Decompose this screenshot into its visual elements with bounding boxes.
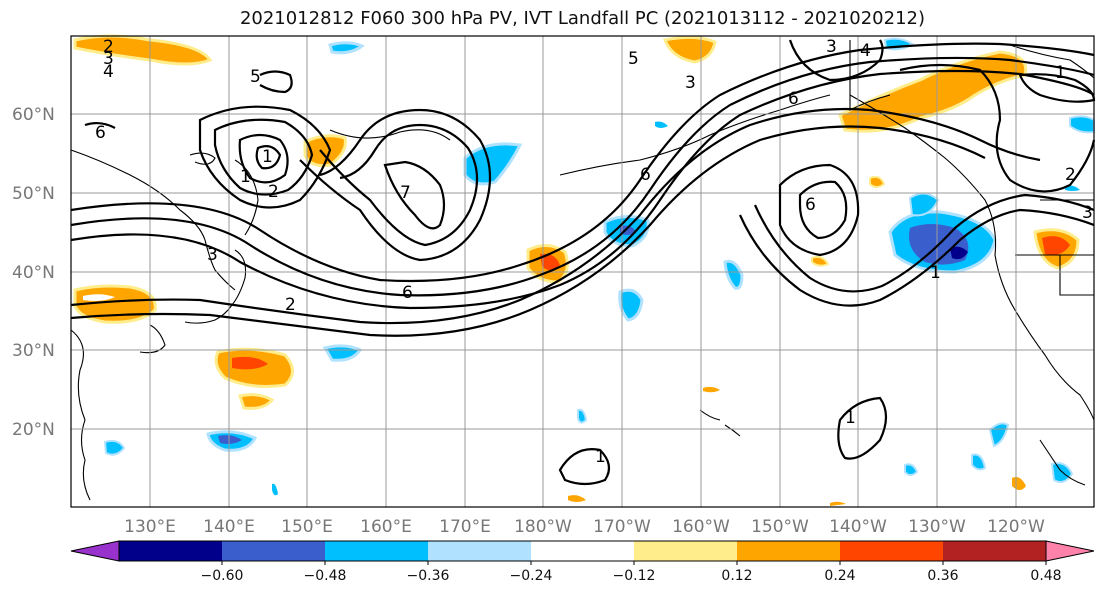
contour-labels: 2 3 4 5 6 1 2 1 7 6 2 3 6 3 5 6 1 3 4 1 … (95, 37, 1093, 467)
contour-label: 1 (262, 147, 273, 167)
contour-label: 1 (1055, 63, 1066, 83)
contour-label: 3 (103, 49, 114, 69)
contour-label: 5 (628, 49, 639, 69)
contour-label: 4 (860, 41, 871, 61)
lat-label: 50°N (12, 184, 55, 204)
colorbar-segment (737, 541, 840, 561)
contour-label: 6 (402, 283, 413, 303)
colorbar-tick-label: 0.48 (1030, 568, 1061, 584)
contour-label: 6 (788, 89, 799, 109)
colorbar-segment (222, 541, 325, 561)
lon-label: 140°W (829, 517, 887, 537)
colorbar-outline (118, 540, 1047, 562)
colorbar-tick-label: −0.12 (613, 568, 656, 584)
colorbar-segment (531, 541, 634, 561)
colorbar-tick-label: 0.12 (721, 568, 752, 584)
lat-label: 60°N (12, 105, 55, 125)
pv-contours (70, 39, 1096, 486)
lon-label: 120°W (987, 517, 1045, 537)
lon-label: 140°E (203, 517, 255, 537)
lon-label: 170°E (439, 517, 491, 537)
contour-label: 4 (103, 62, 114, 82)
contour-label: 7 (400, 183, 411, 203)
colorbar-tick-label: 0.36 (927, 568, 958, 584)
contour-label: 5 (250, 67, 261, 87)
longitude-labels: 130°E 140°E 150°E 160°E 170°E 180°W 170°… (124, 517, 1045, 537)
lon-label: 130°E (124, 517, 176, 537)
latitude-labels: 60°N 50°N 40°N 30°N 20°N (12, 105, 55, 440)
colorbar-segment (943, 541, 1046, 561)
colorbar (70, 540, 1095, 562)
colorbar-tick-label: −0.60 (201, 568, 244, 584)
lon-label: 160°W (672, 517, 730, 537)
colorbar-extension-high (1045, 540, 1095, 562)
colorbar-segment (325, 541, 428, 561)
lon-label: 150°W (751, 517, 809, 537)
colorbar-extension-low (70, 540, 120, 562)
contour-label: 3 (685, 73, 696, 93)
colorbar-tick-label: −0.36 (407, 568, 450, 584)
contour-label: 1 (845, 408, 856, 428)
contour-label: 1 (595, 447, 606, 467)
lon-label: 170°W (593, 517, 651, 537)
lat-label: 20°N (12, 420, 55, 440)
contour-label: 3 (1082, 203, 1093, 223)
lon-label: 160°E (360, 517, 412, 537)
contour-label: 3 (207, 245, 218, 265)
contour-label: 2 (103, 37, 114, 57)
contour-label: 6 (95, 123, 106, 143)
contour-label: 2 (1065, 165, 1076, 185)
lon-label: 150°E (281, 517, 333, 537)
contour-label: 1 (930, 263, 941, 283)
lon-label: 130°W (908, 517, 966, 537)
colorbar-tick-label: −0.48 (304, 568, 347, 584)
contour-label: 1 (240, 167, 251, 187)
lat-label: 40°N (12, 263, 55, 283)
contour-label: 2 (268, 182, 279, 202)
map-frame (70, 35, 1095, 508)
colorbar-segment (119, 541, 222, 561)
map-title: 2021012812 F060 300 hPa PV, IVT Landfall… (239, 8, 926, 29)
colorbar-segment (428, 541, 531, 561)
colorbar-tick-label: 0.24 (824, 568, 855, 584)
contour-label: 6 (805, 195, 816, 215)
contour-label: 3 (826, 37, 837, 57)
lon-label: 180°W (514, 517, 572, 537)
colorbar-tick-label: −0.24 (510, 568, 553, 584)
colorbar-segment (634, 541, 737, 561)
contour-label: 6 (640, 165, 651, 185)
contour-label: 2 (285, 295, 296, 315)
colorbar-segment (840, 541, 943, 561)
colorbar-tick-labels: −0.60 −0.48 −0.36 −0.24 −0.12 0.12 0.24 0.36 0.4… (201, 561, 1062, 584)
lat-label: 30°N (12, 341, 55, 361)
